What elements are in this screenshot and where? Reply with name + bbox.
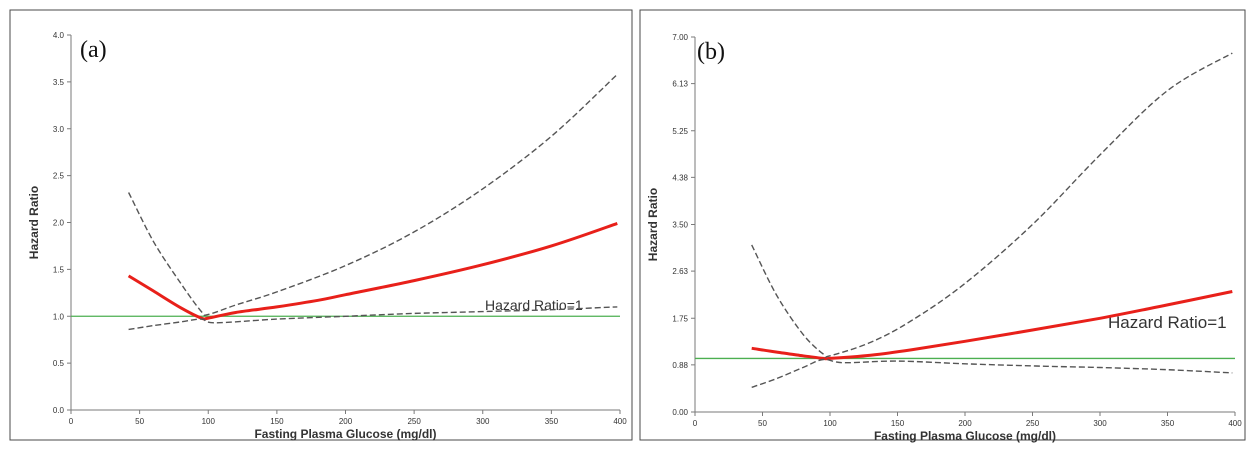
series-upper-ci-line — [751, 52, 1233, 358]
y-axis-title: Hazard Ratio — [27, 186, 41, 259]
y-tick-label: 1.0 — [53, 312, 65, 321]
series-lower-ci-line — [751, 358, 1233, 389]
panel-label: (a) — [80, 37, 107, 63]
reference-line-label: Hazard Ratio=1 — [1108, 313, 1227, 332]
series-estimate-line — [751, 290, 1233, 361]
x-tick-label: 100 — [202, 417, 216, 426]
x-tick-label: 0 — [693, 419, 698, 428]
x-tick-label: 350 — [545, 417, 559, 426]
x-tick-label: 150 — [891, 419, 905, 428]
y-tick-label: 3.5 — [53, 78, 65, 87]
y-tick-label: 0.0 — [53, 406, 65, 415]
x-tick-label: 400 — [1228, 419, 1242, 428]
x-tick-label: 100 — [823, 419, 837, 428]
x-tick-label: 250 — [407, 417, 421, 426]
panel-frame — [9, 9, 633, 441]
x-tick-label: 350 — [1161, 419, 1175, 428]
x-axis-title: Fasting Plasma Glucose (mg/dl) — [874, 429, 1056, 443]
y-tick-label: 6.13 — [672, 80, 688, 89]
panel-frame — [639, 9, 1246, 441]
y-tick-label: 4.0 — [53, 31, 65, 40]
series-estimate-line — [127, 221, 618, 321]
y-tick-label: 1.5 — [53, 265, 65, 274]
y-tick-label: 7.00 — [672, 33, 688, 42]
y-tick-label: 0.5 — [53, 359, 65, 368]
x-tick-label: 50 — [758, 419, 767, 428]
x-tick-label: 300 — [1093, 419, 1107, 428]
series-upper-ci-line — [127, 73, 618, 317]
panel-label: (b) — [697, 39, 725, 65]
y-tick-label: 0.88 — [672, 361, 688, 370]
y-tick-label: 1.75 — [672, 314, 688, 323]
x-tick-label: 200 — [339, 417, 353, 426]
x-tick-label: 150 — [270, 417, 284, 426]
x-tick-label: 200 — [958, 419, 972, 428]
y-tick-label: 2.0 — [53, 219, 65, 228]
chart-panel-a: 0.0 0.5 1.0 1.5 2.0 2.5 3.0 3.5 4.0 0 50 100 150 200 2… — [9, 9, 633, 441]
x-tick-label: 300 — [476, 417, 490, 426]
x-tick-label: 400 — [613, 417, 627, 426]
y-tick-label: 5.25 — [672, 127, 688, 136]
y-axis-title: Hazard Ratio — [646, 188, 660, 261]
x-tick-label: 50 — [135, 417, 144, 426]
x-tick-label: 0 — [69, 417, 74, 426]
y-tick-label: 2.5 — [53, 172, 65, 181]
y-tick-label: 4.38 — [672, 173, 688, 182]
x-axis-title: Fasting Plasma Glucose (mg/dl) — [254, 427, 436, 441]
y-tick-label: 3.50 — [672, 221, 688, 230]
series-lower-ci-line — [128, 306, 618, 331]
y-tick-label: 0.00 — [672, 408, 688, 417]
y-tick-label: 2.63 — [672, 267, 688, 276]
chart-panel-b: 0.00 0.88 1.75 2.63 3.50 4.38 5.25 6.13 7.00 0 50 1… — [639, 9, 1246, 443]
x-tick-label: 250 — [1026, 419, 1040, 428]
y-tick-label: 3.0 — [53, 125, 65, 134]
